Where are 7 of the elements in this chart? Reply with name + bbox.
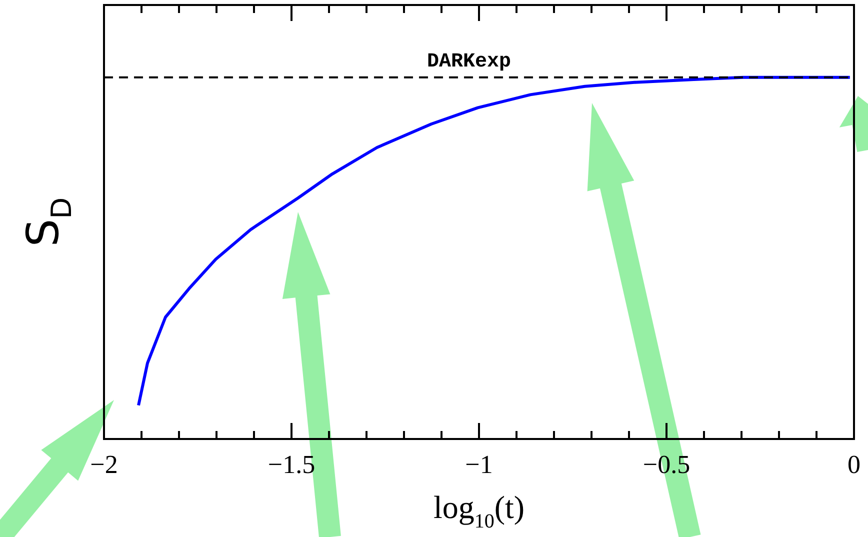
x-tick-label: −1 bbox=[465, 450, 493, 479]
y-axis-title: SD bbox=[18, 197, 78, 247]
x-tick-label: 0 bbox=[848, 450, 860, 479]
x-tick-label: −2 bbox=[90, 450, 118, 479]
x-tick-label: −0.5 bbox=[642, 450, 690, 479]
x-tick-label: −1.5 bbox=[268, 450, 316, 479]
ref-line-label: DARKexp bbox=[426, 50, 512, 74]
